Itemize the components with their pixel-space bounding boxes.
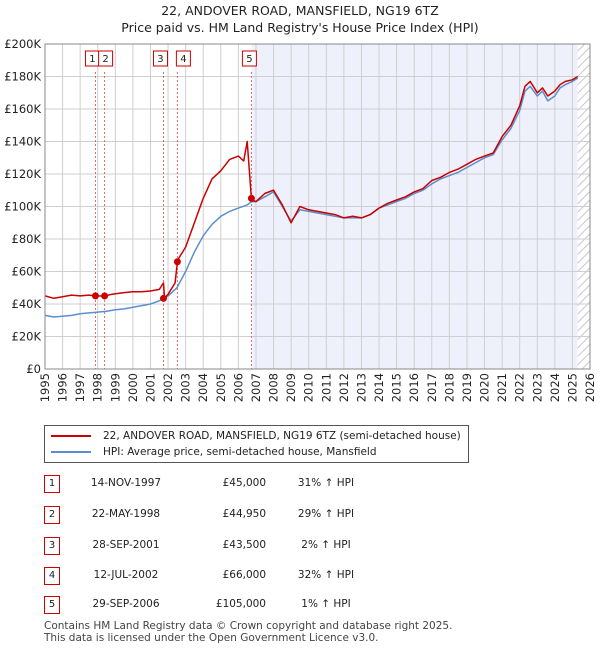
chart-subtitle: Price paid vs. HM Land Registry's House …: [121, 20, 479, 35]
chart-title: 22, ANDOVER ROAD, MANSFIELD, NG19 6TZ: [161, 3, 439, 18]
x-tick-label: 2010: [302, 373, 316, 402]
transaction-date: 29-SEP-2006: [92, 598, 160, 610]
x-tick-label: 2001: [143, 373, 157, 402]
legend-label-price: 22, ANDOVER ROAD, MANSFIELD, NG19 6TZ (s…: [103, 430, 461, 442]
sale-marker-frame: [152, 50, 168, 67]
sale-marker-number: 2: [102, 54, 108, 65]
transaction-price: £45,000: [222, 477, 266, 489]
sale-point: [159, 294, 167, 302]
transaction-price: £66,000: [222, 569, 266, 581]
x-tick-label: 2019: [460, 373, 474, 402]
plot-frame: [44, 43, 591, 370]
transaction-hpi: 2% ↑ HPI: [301, 539, 351, 551]
y-tick-label: £140K: [4, 135, 41, 149]
sale-marker-frame: [241, 50, 257, 67]
y-tick-label: £60K: [12, 265, 42, 279]
transaction-hpi: 31% ↑ HPI: [297, 477, 355, 489]
sale-marker-box: 3: [152, 50, 168, 67]
sale-marker-number: 5: [246, 54, 252, 65]
legend-label-hpi: HPI: Average price, semi-detached house,…: [103, 446, 377, 458]
y-tick-label: £160K: [4, 102, 41, 116]
x-tick-label: 2009: [284, 373, 298, 402]
transaction-price: £105,000: [215, 598, 266, 610]
price-paid-line: [44, 75, 579, 300]
x-tick-label: 2025: [565, 373, 579, 402]
transaction-number: 4: [44, 567, 60, 585]
x-tick-label: 1995: [38, 373, 52, 402]
x-tick-label: 2005: [214, 373, 228, 402]
transaction-hpi: 29% ↑ HPI: [297, 508, 355, 520]
x-tick-label: 2011: [319, 373, 333, 402]
legend-item-price: 22, ANDOVER ROAD, MANSFIELD, NG19 6TZ (s…: [51, 428, 461, 444]
footer-copyright: Contains HM Land Registry data © Crown c…: [44, 620, 453, 632]
transaction-date: 22-MAY-1998: [91, 508, 161, 520]
x-tick-label: 2020: [478, 373, 492, 402]
x-tick-label: 2021: [495, 373, 509, 402]
transaction-price: £44,950: [222, 508, 266, 520]
transaction-number: 3: [44, 537, 60, 555]
x-tick-label: 2004: [196, 373, 210, 402]
legend-swatch-price: [51, 435, 91, 437]
x-tick-label: 2023: [530, 373, 544, 402]
sale-marker-box: 5: [241, 50, 257, 67]
sale-marker-number: 4: [180, 54, 186, 65]
x-tick-label: 2024: [548, 373, 562, 402]
price-chart: £0 £20K £40K £60K £80K £100K £120K £140K £160K £1…: [4, 37, 597, 402]
transaction-hpi: 1% ↑ HPI: [301, 598, 351, 610]
x-tick-label: 1999: [108, 373, 122, 402]
sale-marker-box: 2: [98, 50, 114, 67]
x-tick-label: 2006: [231, 373, 245, 402]
sale-marker-number: 1: [89, 54, 95, 65]
y-tick-label: £120K: [4, 167, 41, 181]
y-tick-label: £100K: [4, 200, 41, 214]
footer-licence: This data is licensed under the Open Gov…: [44, 632, 379, 644]
y-tick-label: £180K: [4, 70, 41, 84]
legend-swatch-hpi: [51, 451, 91, 453]
x-tick-label: 2018: [442, 373, 456, 402]
y-tick-label: £200K: [4, 37, 41, 51]
x-tick-label: 2017: [425, 373, 439, 402]
x-tick-label: 2003: [179, 373, 193, 402]
sale-point: [173, 258, 181, 266]
x-tick-label: 2015: [390, 373, 404, 402]
x-tick-label: 2013: [354, 373, 368, 402]
x-tick-label: 1998: [91, 373, 105, 402]
y-tick-label: £20K: [12, 330, 42, 344]
sale-marker-box: 1: [84, 50, 100, 67]
y-tick-label: £80K: [12, 232, 42, 246]
sale-point: [101, 292, 109, 300]
sale-marker-frame: [98, 50, 114, 67]
x-tick-label: 2016: [407, 373, 421, 402]
x-tick-label: 2008: [267, 373, 281, 402]
x-tick-label: 2000: [126, 373, 140, 402]
transaction-date: 12-JUL-2002: [93, 569, 159, 581]
x-tick-label: 2022: [513, 373, 527, 402]
x-tick-label: 2002: [161, 373, 175, 402]
x-tick-label: 2012: [337, 373, 351, 402]
transaction-date: 28-SEP-2001: [92, 539, 160, 551]
x-tick-label: 1996: [56, 373, 70, 402]
transaction-price: £43,500: [222, 539, 266, 551]
x-tick-label: 2014: [372, 373, 386, 402]
sale-point: [91, 292, 99, 300]
transaction-number: 5: [44, 596, 60, 614]
transaction-hpi: 32% ↑ HPI: [297, 569, 355, 581]
sale-marker-number: 3: [157, 54, 163, 65]
transaction-number: 1: [44, 475, 60, 493]
sale-point: [247, 194, 255, 202]
sale-marker-frame: [175, 50, 191, 67]
y-tick-label: £40K: [12, 297, 42, 311]
x-tick-label: 2026: [583, 373, 597, 402]
legend-item-hpi: HPI: Average price, semi-detached house,…: [51, 444, 377, 460]
x-tick-label: 1997: [73, 373, 87, 402]
transaction-date: 14-NOV-1997: [90, 477, 162, 489]
sale-marker-box: 4: [175, 50, 191, 67]
chart-legend: 22, ANDOVER ROAD, MANSFIELD, NG19 6TZ (s…: [44, 425, 469, 463]
x-tick-label: 2007: [249, 373, 263, 402]
y-tick-label: £0: [26, 362, 41, 376]
hpi-line: [44, 77, 579, 318]
transaction-number: 2: [44, 506, 60, 524]
